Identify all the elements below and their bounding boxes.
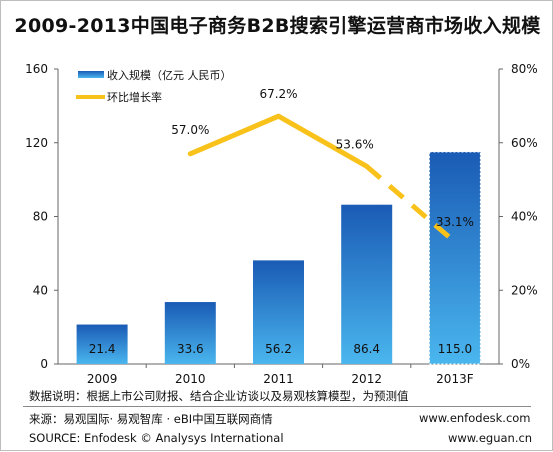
y-left-tick-label: 80 (33, 210, 48, 224)
y-left-tick-label: 40 (33, 283, 48, 297)
x-tick-label: 2011 (263, 372, 294, 386)
growth-value-label: 67.2% (259, 87, 297, 101)
growth-value-label: 57.0% (171, 123, 209, 137)
chart-title: 2009-2013中国电子商务B2B搜索引擎运营商市场收入规模 (14, 15, 541, 37)
source-url-eguan: www.eguan.cn (448, 431, 533, 445)
footer-divider (23, 406, 531, 407)
growth-value-label: 33.1% (436, 215, 474, 229)
y-right-tick-label: 0% (511, 357, 530, 371)
y-right-tick-label: 40% (511, 210, 538, 224)
bar-value-label: 21.4 (89, 342, 116, 356)
y-left-tick-label: 120 (25, 136, 48, 150)
growth-line-forecast (365, 164, 457, 244)
bar (341, 204, 393, 364)
bar (253, 260, 304, 364)
bar-value-label: 86.4 (353, 342, 380, 356)
y-right-tick-label: 20% (511, 283, 538, 297)
bar (164, 302, 216, 364)
bar-value-label: 115.0 (438, 342, 472, 356)
legend-bar-label: 收入规模（亿元 人民币） (107, 68, 232, 82)
source-url-enfodesk: www.enfodesk.com (419, 411, 531, 425)
bar (428, 151, 481, 365)
x-tick-label: 2013F (436, 372, 474, 386)
y-right-tick-label: 60% (511, 136, 538, 150)
y-left-tick-label: 0 (40, 357, 48, 371)
source-cn: 来源：易观国际· 易观智库 · eBI中国互联网商情 (29, 412, 273, 426)
x-tick-label: 2012 (351, 372, 382, 386)
legend-bar-swatch (78, 71, 104, 78)
legend-line-label: 环比增长率 (107, 90, 162, 104)
data-explanation: 数据说明：根据上市公司财报、结合企业访谈以及易观核算模型，为预测值 (29, 389, 409, 403)
y-right-tick-label: 80% (511, 62, 538, 76)
bar (76, 324, 128, 364)
x-tick-label: 2010 (175, 372, 206, 386)
source-en: SOURCE: Enfodesk © Analysys Internationa… (29, 431, 284, 445)
bar-value-label: 56.2 (265, 342, 292, 356)
growth-value-label: 53.6% (336, 137, 374, 151)
y-left-tick-label: 160 (25, 62, 48, 76)
growth-line (187, 113, 370, 169)
x-tick-label: 2009 (87, 372, 118, 386)
bar-value-label: 33.6 (177, 342, 204, 356)
